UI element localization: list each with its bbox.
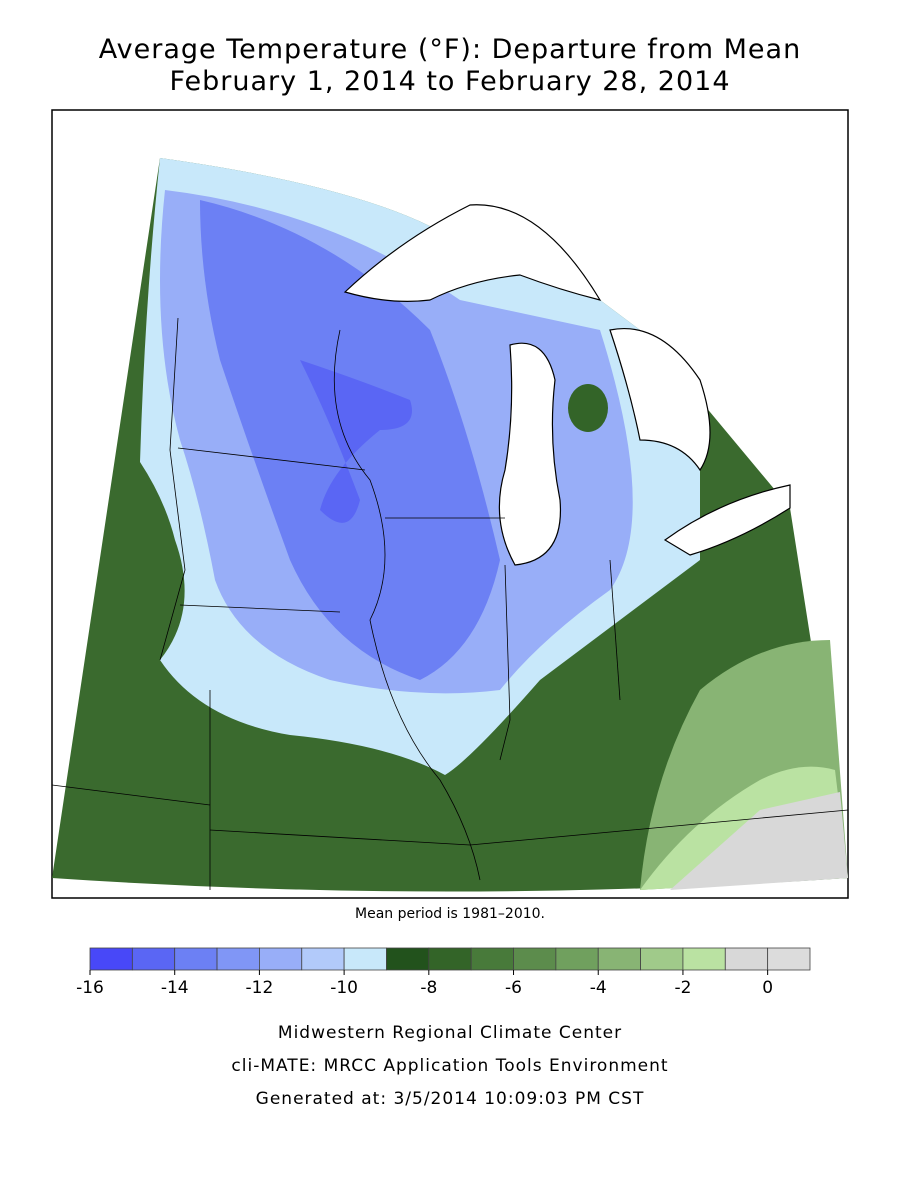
note: Mean period is 1981–2010. <box>355 906 545 922</box>
legend-swatch <box>301 947 345 971</box>
title: Average Temperature (°F): Departure from… <box>99 34 801 65</box>
legend-swatch <box>174 947 218 971</box>
legend-swatch <box>386 947 430 971</box>
legend-tick-label: -10 <box>330 978 358 998</box>
legend-tick-label: -14 <box>161 978 189 998</box>
border <box>499 564 511 761</box>
legend-swatch <box>682 947 726 971</box>
lake-huron <box>609 328 711 472</box>
legend-swatch <box>767 947 811 971</box>
legend-swatch <box>259 947 303 971</box>
border <box>179 604 341 613</box>
footer-line: cli-MATE: MRCC Application Tools Environ… <box>231 1056 668 1076</box>
legend-tick-label: -8 <box>420 978 437 998</box>
subtitle: February 1, 2014 to February 28, 2014 <box>169 66 730 97</box>
legend-swatch <box>428 947 472 971</box>
footer-line: Generated at: 3/5/2014 10:09:03 PM CST <box>256 1089 645 1109</box>
region-neutral <box>670 792 848 890</box>
legend-tick-label: -2 <box>674 978 691 998</box>
legend-swatch <box>343 947 387 971</box>
lake-michigan <box>498 342 562 566</box>
legend-tick-label: -12 <box>246 978 274 998</box>
map <box>51 109 849 899</box>
border <box>51 784 211 806</box>
legend-swatch <box>597 947 641 971</box>
legend-swatch <box>470 947 514 971</box>
lake-superior <box>343 204 602 302</box>
legend-tick-label: 0 <box>762 978 773 998</box>
legend-swatch <box>89 947 133 971</box>
legend-swatch <box>724 947 769 971</box>
region-coldest <box>300 360 412 523</box>
region-warm <box>568 384 608 432</box>
legend-swatch <box>216 947 260 971</box>
river <box>333 329 481 881</box>
legend-swatch <box>555 947 599 971</box>
border <box>609 559 621 701</box>
borders <box>51 317 849 890</box>
legend-tick-label: -4 <box>590 978 607 998</box>
border <box>177 447 366 471</box>
legend: -16 -14 -12 -10 -8 -6 -4 -2 0 <box>76 947 811 998</box>
border <box>159 317 186 661</box>
border <box>209 809 849 846</box>
footer-line: Midwestern Regional Climate Center <box>278 1023 622 1043</box>
legend-swatch <box>640 947 684 971</box>
legend-swatch <box>131 947 176 971</box>
legend-swatch <box>513 947 557 971</box>
legend-tick-label: -6 <box>505 978 522 998</box>
legend-tick-label: -16 <box>76 978 104 998</box>
lake-erie <box>663 484 791 556</box>
